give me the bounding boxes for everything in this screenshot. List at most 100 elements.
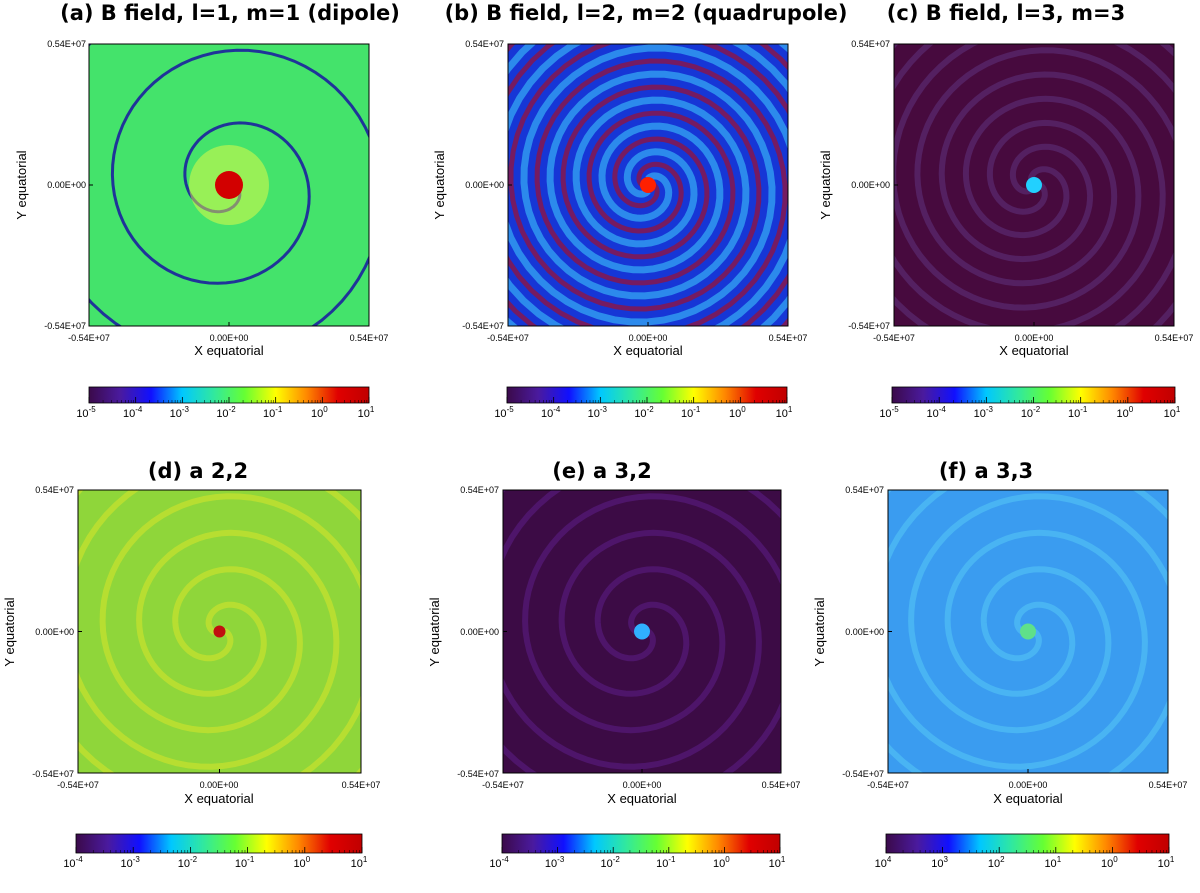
panel-d-ytick-bottom: -0.54E+07 xyxy=(32,769,74,779)
panel-d: (d) a 2,2 0.54E+07 0.00E+00 -0.54E+07 -0… xyxy=(2,459,380,870)
panel-a-ytick-top: 0.54E+07 xyxy=(47,39,86,49)
panel-c: (c) B field, l=3, m=3 0.54E+07 0.00E+00 … xyxy=(818,1,1194,420)
panel-d-colorbar-label: 10-2 xyxy=(178,855,198,870)
panel-a-colorbar-label: 10-2 xyxy=(216,405,236,420)
panel-a-ytick-mid: 0.00E+00 xyxy=(47,180,86,190)
panel-d-colorbar-gradient xyxy=(75,833,363,854)
panel-c-ytick-top: 0.54E+07 xyxy=(851,39,890,49)
panel-c-ytick-mid: 0.00E+00 xyxy=(851,180,890,190)
panel-f-colorbar-label: 102 xyxy=(988,855,1005,870)
panel-e-colorbar-label: 101 xyxy=(769,855,786,870)
panel-f-plot xyxy=(888,490,1168,773)
panel-b-xtick-left: -0.54E+07 xyxy=(487,333,529,343)
panel-c-spiral-arm xyxy=(894,44,1174,326)
panel-f-core xyxy=(1020,623,1036,640)
panel-d-colorbar-label: 101 xyxy=(351,855,368,870)
panel-a-colorbar-label: 101 xyxy=(358,405,375,420)
panel-c-spiral-arm xyxy=(894,44,1174,326)
panel-a-core xyxy=(215,171,243,199)
panel-b-colorbar-label: 101 xyxy=(776,405,793,420)
panel-e-ytick-mid: 0.00E+00 xyxy=(460,627,499,637)
panel-d-ytick-mid: 0.00E+00 xyxy=(35,627,74,637)
panel-d-colorbar-label: 100 xyxy=(293,855,310,870)
panel-f-colorbar-gradient xyxy=(885,833,1170,854)
panel-f-spiral-arm xyxy=(888,490,1168,773)
panel-c-colorbar-label: 10-5 xyxy=(879,405,899,420)
panel-d-spiral-arm xyxy=(78,490,361,773)
panel-a-ylabel: Y equatorial xyxy=(14,150,29,219)
panel-d-core xyxy=(213,625,226,638)
panel-b-ytick-bottom: -0.54E+07 xyxy=(462,321,504,331)
panel-b-spiral-arm xyxy=(508,44,788,326)
panel-c-colorbar-label: 100 xyxy=(1116,405,1133,420)
panel-f-ytick-bottom: -0.54E+07 xyxy=(842,769,884,779)
panel-e-ytick-bottom: -0.54E+07 xyxy=(457,769,499,779)
panel-e-xtick-left: -0.54E+07 xyxy=(482,780,524,790)
panel-c-xtick-mid: 0.00E+00 xyxy=(1015,333,1054,343)
panel-d-colorbar: 10-4 10-3 10-2 10-1 100 101 xyxy=(63,833,368,870)
panel-e-spiral-arm xyxy=(503,490,781,773)
panel-b-colorbar-label: 10-2 xyxy=(634,405,654,420)
panel-e-title: (e) a 3,2 xyxy=(552,459,651,483)
panel-a-plot xyxy=(89,44,369,326)
panel-e-xtick-right: 0.54E+07 xyxy=(762,780,801,790)
panel-e: (e) a 3,2 0.54E+07 0.00E+00 -0.54E+07 -0… xyxy=(427,459,801,870)
panel-c-title: (c) B field, l=3, m=3 xyxy=(887,1,1125,25)
panel-c-ylabel: Y equatorial xyxy=(818,150,833,219)
panel-d-colorbar-label: 10-1 xyxy=(235,855,255,870)
panel-a-xtick-right: 0.54E+07 xyxy=(350,333,389,343)
panel-e-colorbar-label: 10-3 xyxy=(545,855,565,870)
panel-e-xlabel: X equatorial xyxy=(607,791,676,806)
panel-f: (f) a 3,3 0.54E+07 0.00E+00 -0.54E+07 -0… xyxy=(812,459,1188,870)
panel-c-xtick-left: -0.54E+07 xyxy=(873,333,915,343)
panel-e-colorbar-label: 10-2 xyxy=(601,855,621,870)
panel-d-ylabel: Y equatorial xyxy=(2,597,17,666)
panel-d-spiral-arm xyxy=(78,490,361,773)
panel-f-ytick-mid: 0.00E+00 xyxy=(845,627,884,637)
panel-e-colorbar-gradient xyxy=(501,833,781,854)
panel-f-colorbar: 104 103 102 101 100 101 xyxy=(875,833,1175,870)
panel-e-xtick-mid: 0.00E+00 xyxy=(623,780,662,790)
panel-d-colorbar-label: 10-4 xyxy=(63,855,83,870)
panel-e-colorbar-label: 10-1 xyxy=(656,855,676,870)
panel-e-spiral-arm xyxy=(503,490,781,773)
panel-a-ytick-bottom: -0.54E+07 xyxy=(44,321,86,331)
panel-f-colorbar-label: 104 xyxy=(875,855,892,870)
panel-f-xtick-mid: 0.00E+00 xyxy=(1009,780,1048,790)
panel-f-colorbar-label: 101 xyxy=(1158,855,1175,870)
panel-b-spiral-arm xyxy=(508,44,788,326)
panel-f-xtick-right: 0.54E+07 xyxy=(1149,780,1188,790)
panel-b-spiral-arm-bright xyxy=(508,44,788,326)
panel-d-xtick-mid: 0.00E+00 xyxy=(200,780,239,790)
panel-f-colorbar-label: 101 xyxy=(1044,855,1061,870)
panel-e-colorbar: 10-4 10-3 10-2 10-1 100 101 xyxy=(489,833,786,870)
panel-b-ytick-top: 0.54E+07 xyxy=(465,39,504,49)
panel-a-title: (a) B field, l=1, m=1 (dipole) xyxy=(60,1,400,25)
panel-c-xtick-right: 0.54E+07 xyxy=(1155,333,1194,343)
panel-b: (b) B field, l=2, m=2 (quadrupole) 0.54E… xyxy=(432,1,848,420)
panel-d-plot xyxy=(78,490,361,773)
panel-b-core xyxy=(640,177,656,193)
panel-c-ytick-bottom: -0.54E+07 xyxy=(848,321,890,331)
panel-f-colorbar-label: 100 xyxy=(1101,855,1118,870)
panel-c-colorbar-label: 10-2 xyxy=(1021,405,1041,420)
panel-f-spiral-arm xyxy=(888,490,1168,773)
panel-d-xlabel: X equatorial xyxy=(184,791,253,806)
panel-a-colorbar: 10-5 10-4 10-3 10-2 10-1 100 101 xyxy=(76,386,375,420)
panel-b-title: (b) B field, l=2, m=2 (quadrupole) xyxy=(445,1,848,25)
panel-b-spiral-arm-bright xyxy=(508,44,788,326)
panel-b-colorbar-label: 10-1 xyxy=(681,405,701,420)
panel-e-core xyxy=(634,623,650,640)
panel-d-title: (d) a 2,2 xyxy=(148,459,248,483)
panel-f-ytick-top: 0.54E+07 xyxy=(845,485,884,495)
panel-c-colorbar: 10-5 10-4 10-3 10-2 10-1 100 101 xyxy=(879,386,1181,420)
panel-b-ylabel: Y equatorial xyxy=(432,150,447,219)
panel-f-colorbar-label: 103 xyxy=(931,855,948,870)
panel-a-colorbar-label: 10-1 xyxy=(263,405,283,420)
panel-c-colorbar-label: 10-3 xyxy=(974,405,994,420)
panel-e-colorbar-label: 10-4 xyxy=(489,855,509,870)
panel-b-ytick-mid: 0.00E+00 xyxy=(465,180,504,190)
panel-b-colorbar-label: 10-5 xyxy=(494,405,514,420)
panel-b-xtick-right: 0.54E+07 xyxy=(769,333,808,343)
